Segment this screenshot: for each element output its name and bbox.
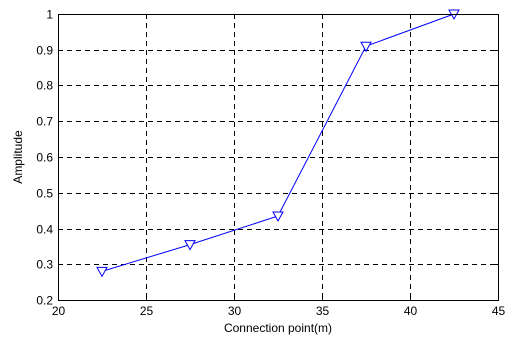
x-tick-label: 45	[492, 304, 506, 318]
x-tick-label: 30	[228, 304, 242, 318]
x-tick-label: 40	[404, 304, 418, 318]
series-layer	[96, 9, 460, 278]
data-point-marker	[184, 240, 196, 251]
grid-lines	[58, 14, 498, 300]
data-point-marker	[272, 211, 284, 223]
data-point-marker	[360, 41, 372, 53]
y-tick-label: 1	[46, 8, 53, 22]
y-tick-label: 0.5	[36, 187, 53, 201]
x-axis-label: Connection point(m)	[224, 321, 332, 335]
y-tick-labels: 0.2 0.3 0.4 0.5 0.6 0.7 0.8 0.9 1	[36, 8, 53, 308]
series-line	[101, 13, 455, 272]
x-tick-label: 25	[140, 304, 154, 318]
y-tick-label: 0.8	[36, 79, 53, 93]
tick-marks	[58, 14, 499, 301]
y-axis-label: Amplitude	[11, 130, 25, 184]
y-tick-label: 0.3	[36, 258, 53, 272]
y-tick-label: 0.4	[36, 223, 53, 237]
x-tick-labels: 20 25 30 35 40 45	[52, 304, 506, 318]
y-tick-label: 0.7	[36, 115, 53, 129]
x-tick-label: 20	[52, 304, 66, 318]
data-point-marker	[96, 266, 108, 278]
x-tick-label: 35	[316, 304, 330, 318]
y-tick-label: 0.9	[36, 44, 53, 58]
y-tick-label: 0.2	[36, 294, 53, 308]
y-tick-label: 0.6	[36, 151, 53, 165]
